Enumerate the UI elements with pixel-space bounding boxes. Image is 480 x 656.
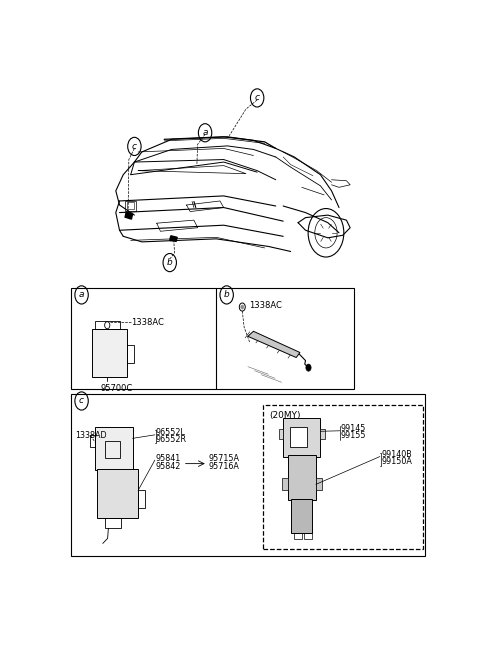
Text: 99140B: 99140B [381,449,412,459]
FancyBboxPatch shape [283,418,321,457]
Text: c: c [79,396,84,405]
Text: (20MY): (20MY) [269,411,301,420]
Text: 99150A: 99150A [381,457,412,466]
Circle shape [98,434,100,436]
Text: 1338AC: 1338AC [249,301,282,310]
FancyBboxPatch shape [282,478,288,491]
FancyBboxPatch shape [290,427,307,447]
FancyBboxPatch shape [291,499,312,533]
Polygon shape [125,212,132,219]
Text: b: b [167,258,173,267]
FancyBboxPatch shape [96,427,132,470]
Text: 95700C: 95700C [101,384,133,394]
Text: c: c [255,93,260,102]
Text: 96552R: 96552R [156,436,187,444]
Text: 99145: 99145 [340,424,366,433]
FancyBboxPatch shape [288,455,316,501]
Text: 95715A: 95715A [209,454,240,463]
Polygon shape [248,331,300,358]
Circle shape [306,364,311,371]
FancyBboxPatch shape [92,329,127,377]
FancyBboxPatch shape [321,429,325,439]
Text: a: a [203,129,208,137]
Circle shape [100,346,112,362]
Text: 99155: 99155 [340,432,366,440]
Text: c: c [132,142,137,151]
Text: a: a [79,291,84,299]
Circle shape [100,501,103,504]
Text: 95716A: 95716A [209,462,240,470]
Circle shape [241,305,244,309]
Text: 96552L: 96552L [156,428,185,437]
Text: 95841: 95841 [156,454,181,463]
Circle shape [128,447,130,451]
Text: 1338AC: 1338AC [132,318,164,327]
Text: b: b [224,291,229,299]
Polygon shape [170,236,177,241]
Text: 1338AD: 1338AD [75,432,107,440]
Text: 95842: 95842 [156,462,181,470]
FancyBboxPatch shape [279,429,283,439]
FancyBboxPatch shape [97,468,138,518]
FancyBboxPatch shape [316,478,322,491]
